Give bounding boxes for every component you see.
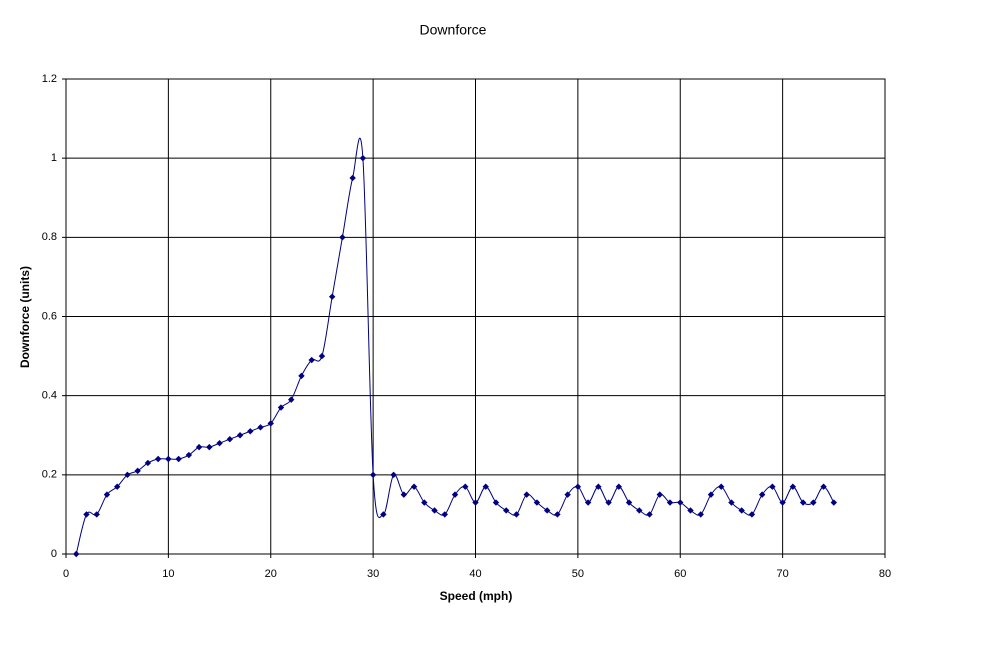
data-point: [646, 511, 653, 518]
data-point: [144, 459, 152, 467]
y-tick-label: 0.8: [42, 231, 57, 243]
data-point: [175, 455, 182, 463]
data-point: [113, 483, 121, 490]
data-point: [462, 483, 469, 490]
y-tick-label: 1.2: [42, 73, 57, 85]
y-axis-title: Downforce (units): [18, 266, 32, 368]
data-point: [103, 491, 111, 498]
x-tick-label: 0: [63, 568, 69, 580]
data-point: [73, 550, 80, 558]
data-point: [328, 293, 336, 300]
x-tick-label: 40: [469, 568, 481, 580]
data-point: [308, 356, 315, 364]
data-point: [400, 491, 408, 498]
data-point: [666, 499, 674, 506]
data-point: [492, 499, 500, 506]
data-line: [75, 137, 835, 555]
y-tick-label: 0.6: [42, 310, 57, 322]
data-point: [421, 499, 428, 506]
data-point: [810, 499, 817, 506]
y-tick-label: 0.2: [42, 469, 57, 481]
x-tick-label: 30: [367, 568, 379, 580]
data-point: [697, 511, 704, 518]
data-point: [738, 507, 745, 514]
data-point: [154, 455, 162, 463]
data-point: [288, 396, 295, 403]
data-point: [277, 404, 285, 411]
data-point: [687, 507, 694, 514]
x-tick-label: 60: [674, 568, 686, 580]
data-point: [748, 511, 756, 518]
data-point: [247, 428, 254, 435]
data-point: [185, 451, 193, 459]
data-point: [390, 471, 397, 479]
data-point: [236, 432, 244, 439]
data-point: [523, 491, 530, 498]
data-point: [318, 352, 326, 360]
data-point: [359, 154, 367, 162]
x-tick-label: 80: [879, 568, 891, 580]
data-point: [758, 491, 766, 498]
data-point: [380, 511, 387, 518]
data-point: [636, 507, 643, 514]
data-point: [195, 443, 203, 451]
data-point: [615, 483, 623, 490]
data-point: [298, 372, 305, 380]
x-axis-title: Speed (mph): [440, 589, 513, 603]
x-tick-label: 50: [572, 568, 584, 580]
data-point: [431, 507, 438, 514]
data-point: [543, 507, 551, 514]
data-point: [574, 483, 582, 490]
data-point: [718, 483, 725, 490]
chart-title: Downforce: [420, 22, 487, 38]
data-point: [369, 471, 377, 479]
data-point: [206, 443, 213, 451]
data-point: [584, 499, 592, 506]
data-point: [779, 499, 786, 506]
data-point: [93, 511, 100, 518]
data-point: [595, 483, 602, 490]
data-point: [789, 483, 797, 490]
x-tick-label: 20: [265, 568, 277, 580]
y-tick-label: 1: [51, 152, 57, 164]
data-point: [226, 436, 233, 443]
data-point: [820, 483, 827, 490]
data-point: [554, 511, 561, 518]
data-point: [513, 511, 520, 518]
data-point: [165, 455, 172, 463]
data-point: [451, 491, 459, 498]
data-point: [134, 467, 141, 475]
data-point: [728, 499, 735, 506]
plot-border: [65, 78, 886, 555]
data-point: [472, 499, 479, 506]
y-tick-label: 0: [51, 548, 57, 560]
data-point: [503, 507, 510, 514]
data-point: [677, 499, 684, 506]
data-point: [769, 483, 776, 490]
data-point: [656, 491, 663, 498]
data-point: [267, 420, 274, 427]
data-point: [707, 491, 715, 498]
data-point: [533, 499, 541, 506]
data-point: [216, 439, 223, 447]
data-point: [625, 499, 633, 506]
data-point: [605, 499, 612, 506]
data-point: [564, 491, 571, 498]
y-tick-label: 0.4: [42, 390, 57, 402]
data-point: [257, 424, 264, 431]
data-point: [410, 483, 418, 490]
data-point: [482, 483, 489, 490]
data-point: [799, 499, 807, 506]
x-tick-label: 70: [777, 568, 789, 580]
data-point: [830, 499, 838, 506]
data-point: [441, 511, 448, 518]
data-point: [339, 234, 346, 241]
data-point: [349, 174, 356, 182]
x-tick-label: 10: [162, 568, 174, 580]
data-point: [83, 511, 90, 518]
data-point: [124, 471, 131, 479]
